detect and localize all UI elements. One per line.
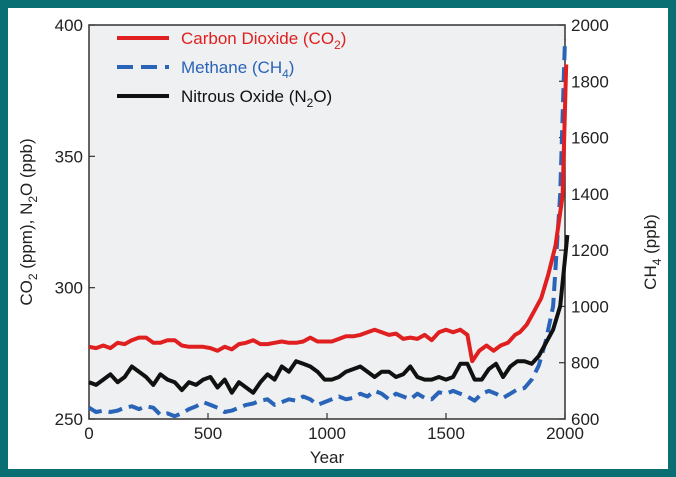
y-right-tick-label: 600: [571, 410, 599, 429]
y-left-tick-label: 350: [55, 147, 83, 166]
chart: 0 500 1000 1500 2000 250 300 350 400 600 800 1000 12…: [17, 16, 664, 467]
legend-label-sub: 4: [282, 67, 289, 81]
legend-label-sub: 2: [307, 96, 314, 110]
legend-label-2: Nitrous Oxide (N2O): [181, 87, 332, 110]
y-right-tick-label: 2000: [571, 16, 609, 35]
series-line-1: [87, 39, 567, 419]
y-right-tick-label: 1600: [571, 129, 609, 148]
legend-label-sub: 2: [334, 38, 341, 52]
y-left-tick-label: 300: [55, 279, 83, 298]
x-tick-label: 0: [84, 424, 93, 443]
y-left-tick-label: 400: [55, 16, 83, 35]
x-tick-label: 500: [194, 424, 222, 443]
y-left-tick-label: 250: [55, 410, 83, 429]
y-right-tick-label: 1400: [571, 185, 609, 204]
x-tick-label: 1000: [308, 424, 346, 443]
legend-label-1: Methane (CH4): [181, 58, 294, 81]
y-axis-left-label: CO2 (ppm), N2O (ppb): [17, 138, 40, 305]
legend-label-0: Carbon Dioxide (CO2): [181, 29, 346, 52]
series-line-2: [88, 234, 570, 395]
chart-frame: 0 500 1000 1500 2000 250 300 350 400 600 800 1000 12…: [8, 8, 668, 469]
y-axis-right-label: CH4 (ppb): [641, 214, 664, 290]
x-axis-label: Year: [310, 448, 345, 467]
legend-label-main: Nitrous Oxide (N: [181, 87, 307, 106]
legend-label-tail: O): [313, 87, 332, 106]
legend-label-main: Methane (CH: [181, 58, 282, 77]
x-tick-label: 1500: [427, 424, 465, 443]
plot-area: [88, 24, 566, 420]
y-right-tick-label: 1200: [571, 241, 609, 260]
y-right-tick-label: 1800: [571, 72, 609, 91]
legend-label-tail: ): [289, 58, 295, 77]
legend-label-main: Carbon Dioxide (CO: [181, 29, 334, 48]
y-right-tick-label: 800: [571, 354, 599, 373]
x-tick-label: 2000: [546, 424, 584, 443]
series-line-0: [88, 64, 569, 364]
y-right-tick-label: 1000: [571, 297, 609, 316]
legend-label-tail: ): [341, 29, 347, 48]
